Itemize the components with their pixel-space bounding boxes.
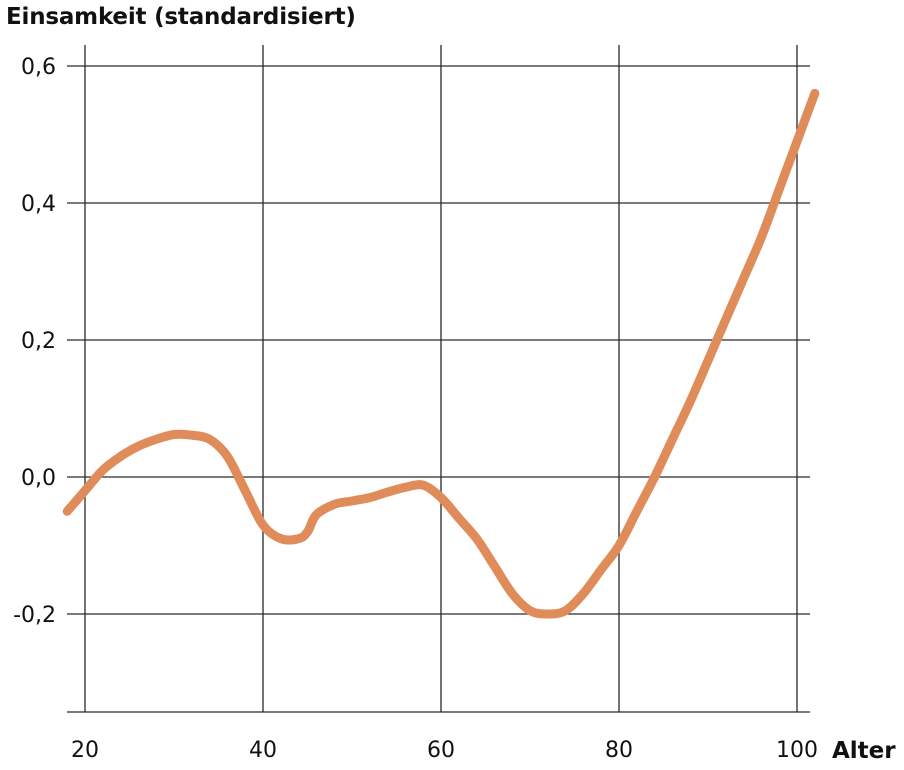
y-tick-label: 0,6 [21, 55, 56, 80]
x-axis-title: Alter [832, 738, 896, 764]
x-tick-label: 20 [71, 738, 99, 763]
y-tick-label: 0,2 [21, 329, 56, 354]
x-tick-label: 40 [249, 738, 277, 763]
x-tick-label: 60 [427, 738, 455, 763]
y-axis-title: Einsamkeit (standardisiert) [6, 4, 356, 30]
x-tick-label: 80 [605, 738, 633, 763]
y-tick-label: 0,0 [21, 466, 56, 491]
y-tick-label: 0,4 [21, 192, 56, 217]
x-tick-labels: 20 40 60 80 100 [71, 738, 818, 763]
grid [67, 45, 810, 713]
y-tick-labels: 0,6 0,4 0,2 0,0 -0,2 [13, 55, 56, 628]
x-tick-label: 100 [776, 738, 818, 763]
y-tick-label: -0,2 [13, 603, 56, 628]
series-line [62, 88, 820, 619]
